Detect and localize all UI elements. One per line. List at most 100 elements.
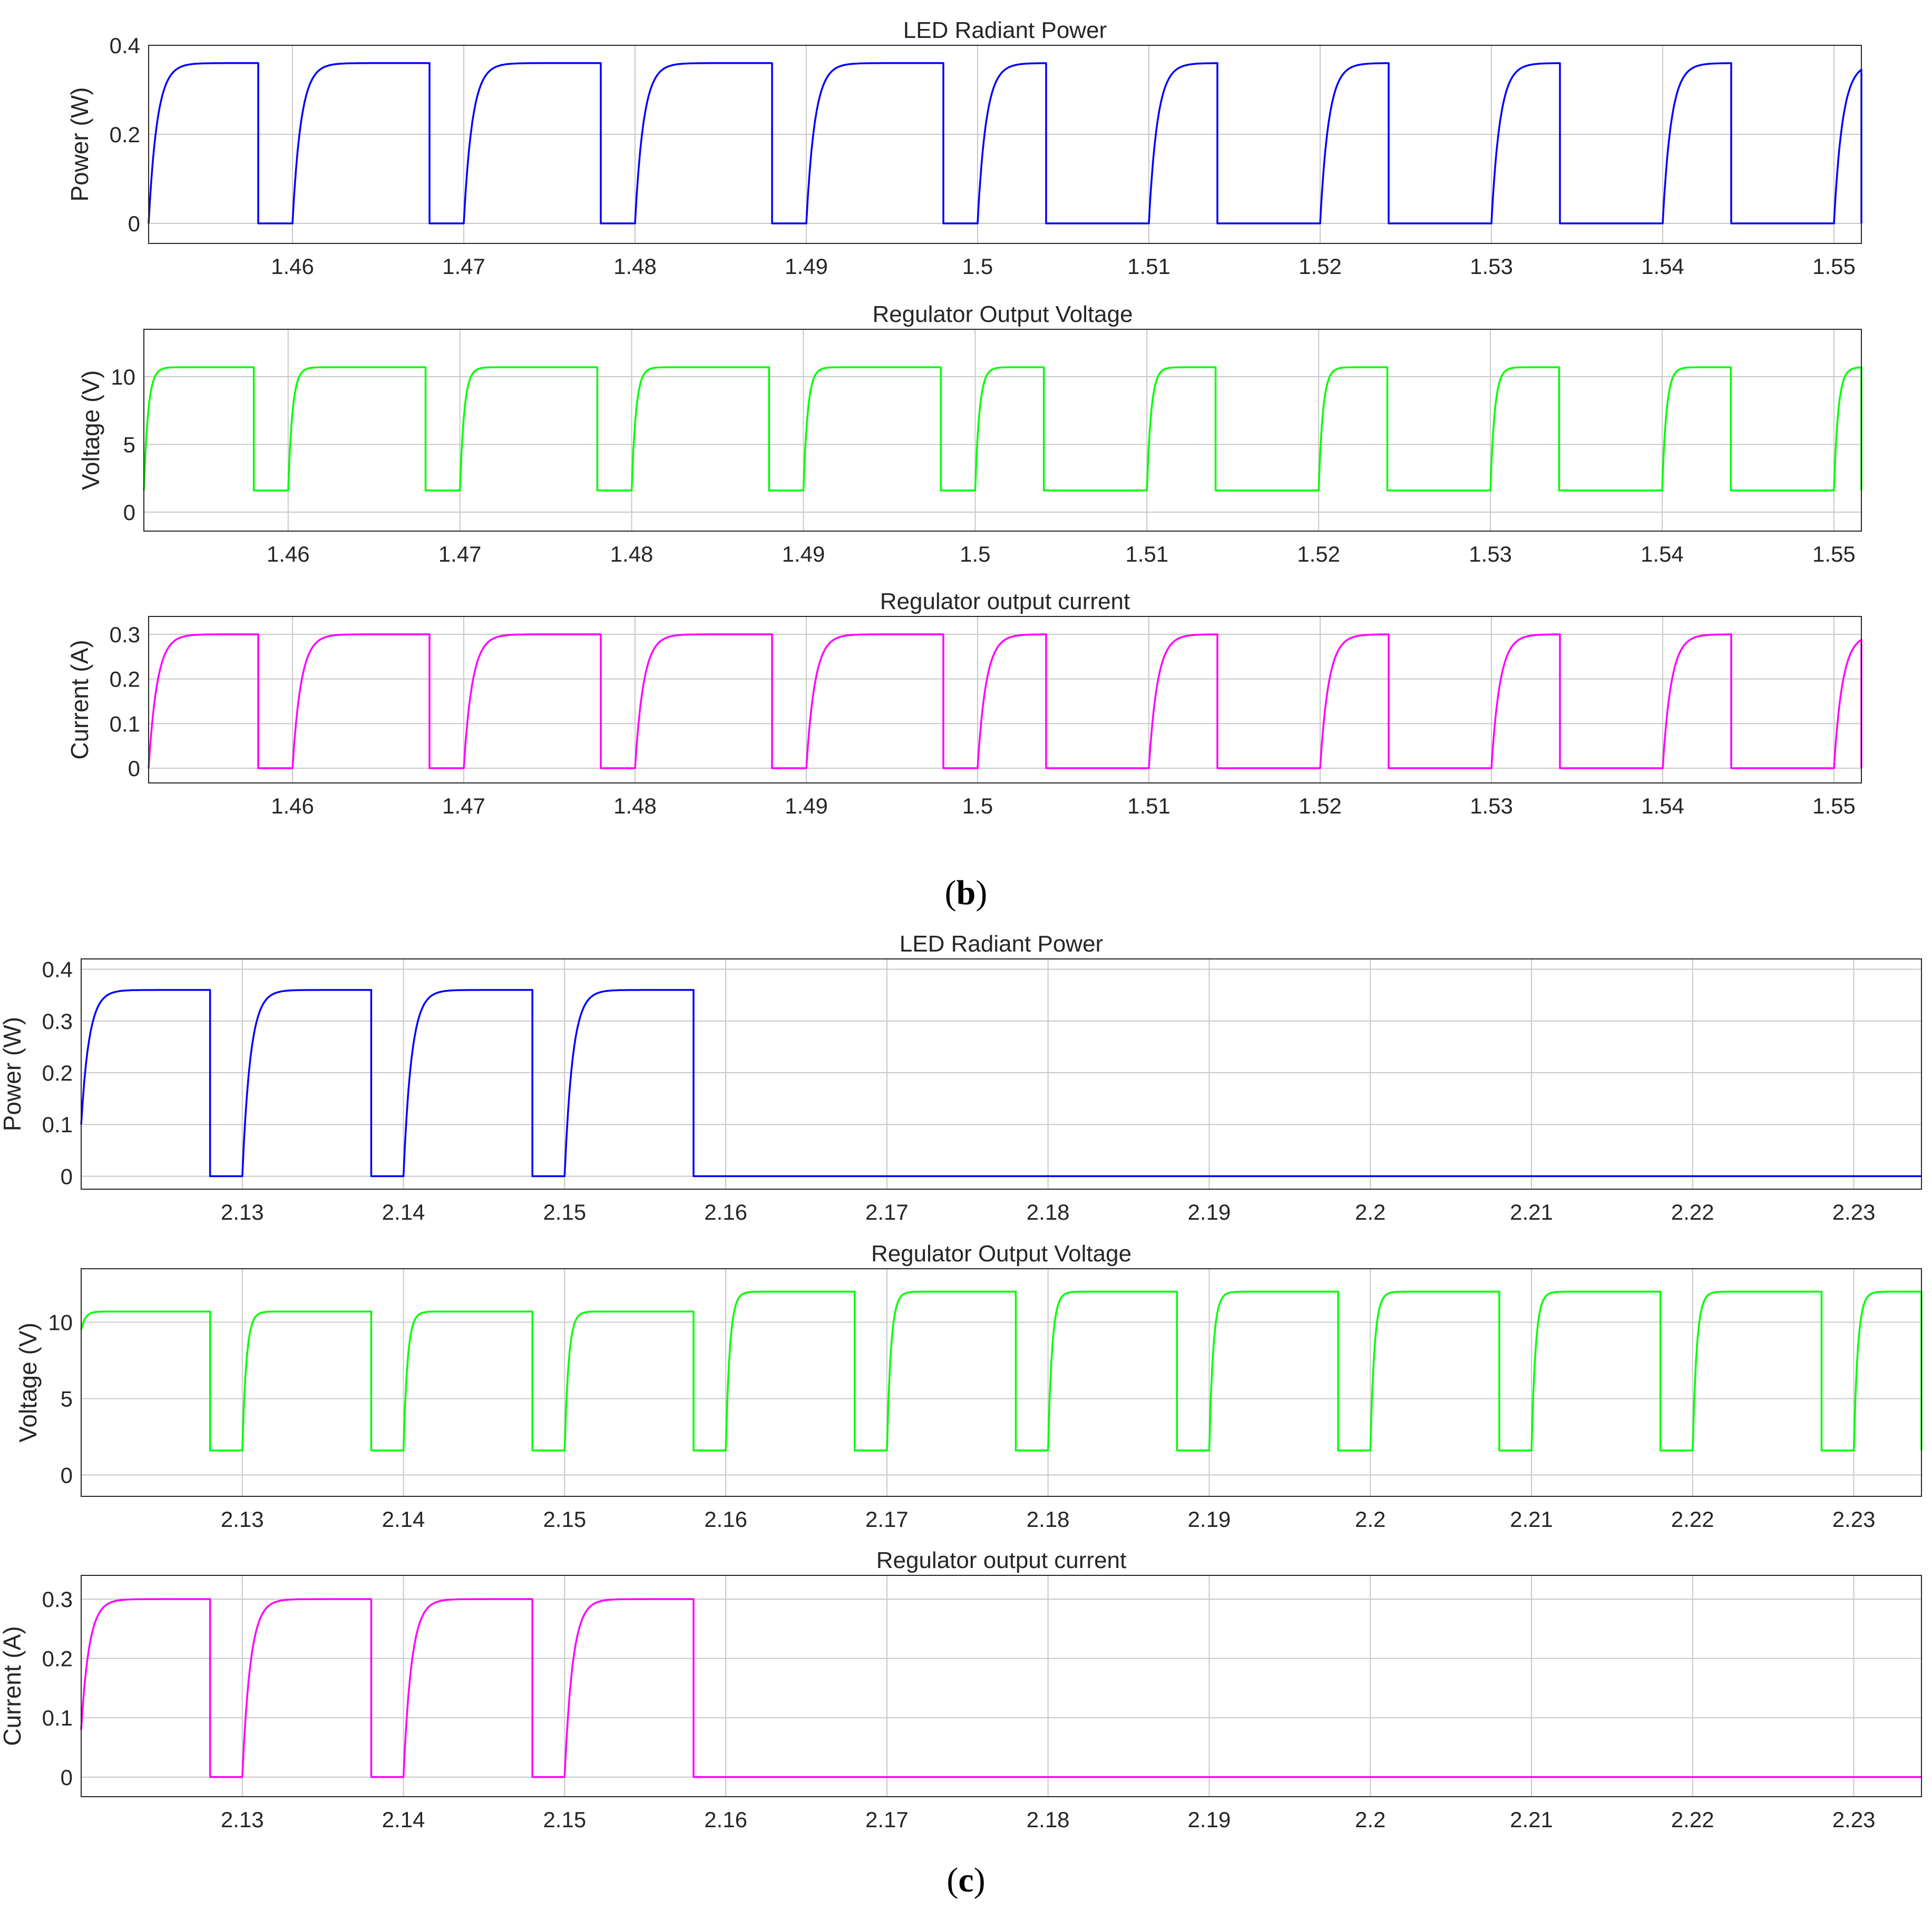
y-tick-label: 0.1 [42, 1112, 73, 1137]
plot-area [149, 45, 1861, 243]
x-tick-label: 2.19 [1188, 1807, 1231, 1832]
x-tick-label: 2.15 [543, 1507, 586, 1532]
series-line [143, 366, 1862, 492]
x-tick-label: 1.47 [442, 793, 485, 818]
y-tick-label: 0 [128, 211, 140, 236]
x-tick-label: 1.5 [962, 254, 993, 279]
x-tick-label: 1.53 [1469, 542, 1512, 566]
x-tick-label: 1.46 [267, 542, 310, 566]
x-tick-label: 2.13 [221, 1200, 264, 1224]
chart-b-3: 1.46 1.47 1.48 1.49 1.5 1.51 1.52 1.53 1.54 1.55 0… [66, 589, 1862, 818]
chart-title: Regulator Output Voltage [872, 301, 1133, 327]
y-tick-label: 5 [61, 1386, 73, 1411]
y-tick-label: 0 [61, 1463, 73, 1487]
y-tick-label: 0 [61, 1765, 73, 1790]
y-axis-label: Voltage (V) [14, 1322, 42, 1443]
axes-frame [148, 45, 1862, 244]
y-tick-label: 0.1 [42, 1706, 73, 1730]
series-line [80, 1290, 1923, 1452]
axes-frame [81, 1575, 1922, 1797]
x-tick-label: 2.18 [1027, 1200, 1070, 1224]
y-tick-label: 10 [48, 1310, 73, 1335]
x-tick-label: 2.19 [1188, 1200, 1231, 1224]
y-tick-label: 10 [111, 365, 135, 389]
axes-frame [81, 958, 1922, 1190]
y-axis-label: Current (A) [66, 640, 93, 759]
x-tick-label: 2.13 [221, 1807, 264, 1832]
chart-title: Regulator output current [876, 1547, 1127, 1573]
axes-frame [143, 329, 1862, 532]
chart-b-1: 1.46 1.47 1.48 1.49 1.5 1.51 1.52 1.53 1.54 1.55 0… [66, 17, 1862, 279]
x-tick-label: 1.53 [1470, 793, 1513, 818]
x-tick-label: 1.55 [1812, 793, 1856, 818]
x-tick-label: 1.46 [271, 254, 314, 279]
x-tick-label: 2.15 [543, 1807, 586, 1832]
x-tick-label: 1.47 [442, 254, 485, 279]
figure-label-b: (b) [945, 874, 988, 912]
y-tick-label: 0.4 [42, 957, 73, 982]
chart-title: LED Radiant Power [903, 17, 1107, 43]
x-tick-label: 2.16 [704, 1200, 747, 1224]
x-tick-label: 1.53 [1470, 254, 1513, 279]
series-line [80, 1598, 1921, 1778]
chart-c-3: 2.13 2.14 2.15 2.16 2.17 2.18 2.19 2.2 2.21 2.22 2… [0, 1547, 1922, 1832]
x-tick-label: 2.17 [865, 1507, 909, 1532]
x-tick-label: 2.17 [865, 1807, 909, 1832]
x-tick-label: 2.22 [1671, 1507, 1714, 1532]
x-tick-label: 2.16 [704, 1507, 747, 1532]
y-tick-label: 0.3 [110, 622, 140, 647]
series-line [148, 633, 1862, 769]
plot-area [81, 959, 1921, 1189]
x-tick-label: 2.22 [1671, 1200, 1714, 1224]
x-tick-label: 1.47 [438, 542, 482, 566]
y-axis-label: Power (W) [0, 1017, 26, 1131]
x-tick-label: 2.16 [704, 1807, 747, 1832]
x-tick-label: 1.52 [1299, 254, 1342, 279]
x-tick-label: 1.55 [1812, 254, 1856, 279]
x-tick-label: 2.23 [1832, 1807, 1876, 1832]
x-tick-label: 1.49 [782, 542, 825, 566]
x-tick-label: 2.15 [543, 1200, 586, 1224]
x-tick-label: 2.2 [1355, 1200, 1385, 1224]
y-tick-label: 0.2 [42, 1061, 73, 1085]
y-tick-label: 0 [123, 500, 135, 525]
y-tick-label: 0.3 [42, 1587, 73, 1612]
x-tick-label: 2.22 [1671, 1807, 1714, 1832]
chart-c-1: 2.13 2.14 2.15 2.16 2.17 2.18 2.19 2.2 2.21 2.22 2… [0, 931, 1922, 1224]
plot-area [149, 616, 1861, 783]
x-tick-label: 1.46 [271, 793, 314, 818]
x-tick-label: 2.14 [382, 1507, 425, 1532]
x-tick-label: 2.18 [1027, 1807, 1070, 1832]
y-tick-label: 0.2 [42, 1647, 73, 1671]
x-tick-label: 2.23 [1832, 1200, 1876, 1224]
x-tick-label: 1.49 [785, 793, 828, 818]
x-tick-label: 1.51 [1127, 254, 1170, 279]
x-tick-label: 1.52 [1299, 793, 1342, 818]
x-tick-label: 1.54 [1641, 542, 1684, 566]
series-line [80, 989, 1921, 1178]
chart-title: Regulator output current [880, 589, 1130, 614]
x-tick-label: 2.2 [1355, 1507, 1385, 1532]
x-tick-label: 2.23 [1832, 1507, 1876, 1532]
y-tick-label: 0.2 [110, 667, 140, 692]
x-tick-label: 2.21 [1510, 1807, 1553, 1832]
x-tick-label: 1.55 [1812, 542, 1856, 566]
x-tick-label: 1.54 [1641, 793, 1684, 818]
x-tick-label: 1.49 [785, 254, 828, 279]
plot-area [81, 1269, 1921, 1496]
x-tick-label: 1.51 [1125, 542, 1168, 566]
y-axis-label: Current (A) [0, 1626, 26, 1746]
x-tick-label: 2.14 [382, 1807, 425, 1832]
axes-frame [148, 616, 1862, 783]
x-tick-label: 1.48 [610, 542, 653, 566]
y-tick-label: 0.1 [110, 711, 140, 736]
x-tick-label: 1.54 [1641, 254, 1684, 279]
chart-b-2: 1.46 1.47 1.48 1.49 1.5 1.51 1.52 1.53 1.54 1.55 0… [77, 301, 1862, 566]
y-tick-label: 5 [123, 432, 135, 457]
y-axis-label: Power (W) [66, 87, 93, 201]
x-tick-label: 2.14 [382, 1200, 425, 1224]
figure-label-c: (c) [947, 1861, 985, 1899]
x-tick-label: 2.19 [1188, 1507, 1231, 1532]
y-tick-label: 0.4 [110, 33, 140, 58]
